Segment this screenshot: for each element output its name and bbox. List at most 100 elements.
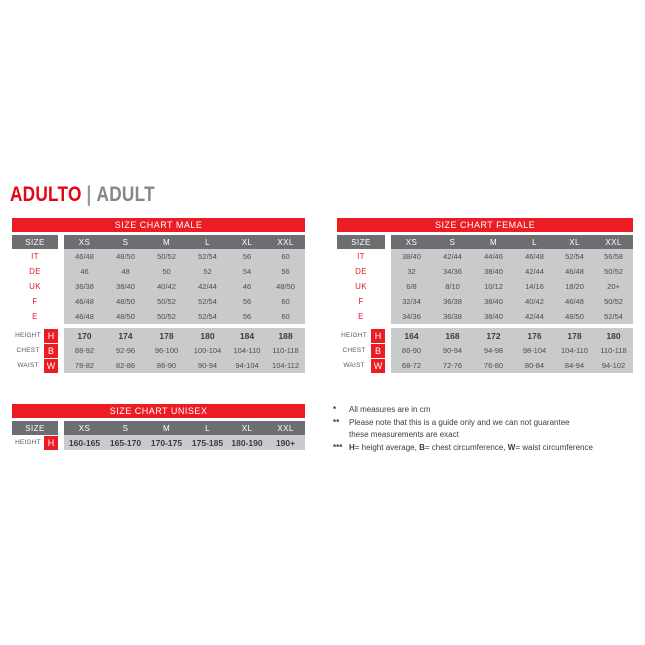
footnote-2: ** Please note that this is a guide only … <box>333 417 643 430</box>
male-header-row: SIZE XS S M L XL XXL <box>12 235 306 249</box>
spacer <box>12 324 306 328</box>
female-cell: 6/8 <box>391 279 432 294</box>
unisex-header-col-xxl: XXL <box>266 421 306 435</box>
female-cell: 8/10 <box>432 279 473 294</box>
male-cell: 60 <box>266 309 306 324</box>
male-cell: 52 <box>187 264 228 279</box>
gap <box>58 358 64 373</box>
size-chart-male: SIZE CHART MALE SIZE XS S M L XL XXL IT 46/48 48/5… <box>12 218 306 373</box>
female-measure-cell: 76-80 <box>473 358 514 373</box>
unisex-measure-label-height: HEIGHT <box>12 435 44 450</box>
unisex-header-col-xl: XL <box>228 421 266 435</box>
spacer <box>12 232 306 235</box>
male-cell: 56 <box>228 309 266 324</box>
male-cell: 52/54 <box>187 249 228 264</box>
table-row: E 34/36 36/38 38/40 42/44 48/50 52/54 <box>337 309 634 324</box>
male-cell: 56 <box>266 264 306 279</box>
male-row-label-e: E <box>12 309 58 324</box>
female-cell: 10/12 <box>473 279 514 294</box>
male-cell: 46 <box>228 279 266 294</box>
female-banner: SIZE CHART FEMALE <box>337 218 634 232</box>
table-row: CHEST B 86-90 90-94 94-98 98-104 104-110 110-11… <box>337 343 634 358</box>
male-measure-cell: 110-118 <box>266 343 306 358</box>
male-measure-badge-h: H <box>44 328 58 343</box>
male-row-label-uk: UK <box>12 279 58 294</box>
table-row: HEIGHT H 164 168 172 176 178 180 <box>337 328 634 343</box>
male-cell: 48/50 <box>105 249 146 264</box>
female-cell: 34/36 <box>432 264 473 279</box>
male-measure-cell: 86-90 <box>146 358 187 373</box>
unisex-banner-spacer <box>12 418 306 421</box>
unisex-measure-cell: 190+ <box>266 435 306 450</box>
male-cell: 48 <box>105 264 146 279</box>
male-banner: SIZE CHART MALE <box>12 218 306 232</box>
male-header-col-s: S <box>105 235 146 249</box>
male-cell: 46/48 <box>64 249 105 264</box>
male-cell: 56 <box>228 249 266 264</box>
female-cell: 52/54 <box>594 309 634 324</box>
unisex-measure-cell: 160-165 <box>64 435 105 450</box>
gap <box>385 235 391 249</box>
female-cell: 32/34 <box>391 294 432 309</box>
table-row: DE 46 48 50 52 54 56 <box>12 264 306 279</box>
female-cell: 44/46 <box>473 249 514 264</box>
female-cell: 42/44 <box>514 309 555 324</box>
male-measure-cell: 92-96 <box>105 343 146 358</box>
gap <box>58 235 64 249</box>
female-measure-badge-h: H <box>371 328 385 343</box>
female-cell: 42/44 <box>432 249 473 264</box>
unisex-measure-cell: 165-170 <box>105 435 146 450</box>
unisex-header-size: SIZE <box>12 421 58 435</box>
footnote-3: *** H= height average, B= chest circumfer… <box>333 442 643 455</box>
gap <box>58 294 64 309</box>
female-cell: 46/48 <box>555 264 594 279</box>
female-measure-cell: 180 <box>594 328 634 343</box>
male-row-label-de: DE <box>12 264 58 279</box>
female-cell: 36/38 <box>432 309 473 324</box>
female-measure-cell: 110-118 <box>594 343 634 358</box>
male-measure-spacer <box>12 324 306 328</box>
unisex-chart-body: SIZE CHART UNISEX SIZE XS S M L XL XXL HEIGHT H 16… <box>12 404 306 450</box>
male-cell: 48/50 <box>266 279 306 294</box>
male-measure-label-waist: WAIST <box>12 358 44 373</box>
female-measure-cell: 72-76 <box>432 358 473 373</box>
gap <box>58 435 64 450</box>
female-header-col-m: M <box>473 235 514 249</box>
table-row: IT 46/48 48/50 50/52 52/54 56 60 <box>12 249 306 264</box>
female-measure-cell: 90-94 <box>432 343 473 358</box>
gap <box>58 421 64 435</box>
gap <box>58 309 64 324</box>
male-cell: 52/54 <box>187 294 228 309</box>
table-row: F 46/48 48/50 50/52 52/54 56 60 <box>12 294 306 309</box>
table-row: HEIGHT H 160-165 165-170 170-175 175-185 180-1… <box>12 435 306 450</box>
male-measure-cell: 96-100 <box>146 343 187 358</box>
male-header-col-l: L <box>187 235 228 249</box>
male-cell: 60 <box>266 249 306 264</box>
size-chart-female: SIZE CHART FEMALE SIZE XS S M L XL XXL IT 38/40 42… <box>337 218 634 373</box>
female-cell: 56/58 <box>594 249 634 264</box>
male-measure-badge-b: B <box>44 343 58 358</box>
spacer <box>337 324 634 328</box>
unisex-header-row: SIZE XS S M L XL XXL <box>12 421 306 435</box>
female-header-row: SIZE XS S M L XL XXL <box>337 235 634 249</box>
female-measure-cell: 80-84 <box>514 358 555 373</box>
male-cell: 36/38 <box>64 279 105 294</box>
female-measure-cell: 94-98 <box>473 343 514 358</box>
male-cell: 56 <box>228 294 266 309</box>
male-measure-cell: 174 <box>105 328 146 343</box>
footnote-text: All measures are in cm <box>349 405 431 414</box>
male-cell: 48/50 <box>105 294 146 309</box>
female-measure-label-height: HEIGHT <box>337 328 371 343</box>
male-cell: 52/54 <box>187 309 228 324</box>
male-measure-cell: 170 <box>64 328 105 343</box>
male-measure-label-cell-chest: CHEST B <box>12 343 58 358</box>
female-banner-spacer <box>337 232 634 235</box>
male-row-label-it: IT <box>12 249 58 264</box>
male-measure-cell: 178 <box>146 328 187 343</box>
female-header-col-l: L <box>514 235 555 249</box>
male-cell: 48/50 <box>105 309 146 324</box>
male-header-col-xxl: XXL <box>266 235 306 249</box>
male-measure-cell: 180 <box>187 328 228 343</box>
table-row: UK 36/38 38/40 40/42 42/44 46 48/50 <box>12 279 306 294</box>
